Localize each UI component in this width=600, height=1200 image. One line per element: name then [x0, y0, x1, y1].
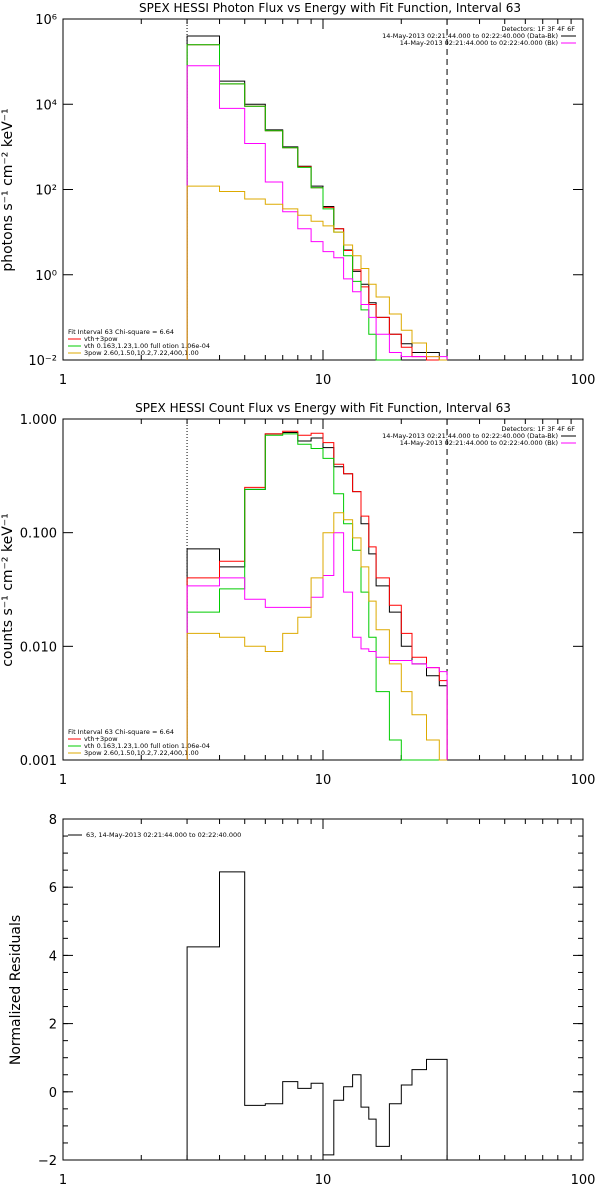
photon-fit-vth-label: vth 0.163,1.23,1.00 full otion 1.06e-04 — [84, 342, 210, 350]
count-x-tick-label: 10 — [315, 773, 332, 788]
photon-y-tick-label: 10⁶ — [35, 13, 57, 28]
photon-x-tick-label: 10 — [315, 373, 332, 388]
photon-series-4-step-line — [186, 185, 448, 361]
photon-series-1-step-line — [186, 44, 448, 361]
photon-series-0-step-line — [186, 35, 448, 361]
count-series-2-step-line — [186, 433, 448, 761]
photon-y-axis-label: photons s⁻¹ cm⁻² keV⁻¹ — [0, 108, 16, 271]
count-detectors-label: Detectors: 1F 3F 4F 6F — [501, 425, 575, 433]
photon-bk-legend-label: 14-May-2013 02:21:44.000 to 02:22:40.000… — [400, 39, 558, 47]
count-series-3-step-line — [186, 532, 448, 760]
count-fit-interval-text: Fit Interval 63 Chi-square = 6.64 — [68, 728, 174, 736]
count-fit-info: Fit Interval 63 Chi-square = 6.64 vth+3p… — [68, 728, 210, 757]
count-series-1-step-line — [186, 430, 448, 760]
residuals-x-tick-label: 1 — [59, 1173, 67, 1188]
photon-flux-panel: SPEX HESSI Photon Flux vs Energy with Fi… — [0, 1, 595, 388]
residuals-y-axis-label: Normalized Residuals — [8, 915, 24, 1065]
photon-y-tick-label: 10⁴ — [35, 98, 57, 113]
residuals-series-0-step-line — [186, 871, 448, 1160]
residuals-y-tick-label: 4 — [49, 949, 57, 964]
count-y-axis-label: counts s⁻¹ cm⁻² keV⁻¹ — [0, 513, 16, 667]
residuals-x-tick-label: 10 — [315, 1173, 332, 1188]
photon-fit-info: Fit Interval 63 Chi-square = 6.64 vth+3p… — [68, 328, 210, 357]
photon-x-tick-label: 1 — [59, 373, 67, 388]
residuals-y-tick-label: 2 — [49, 1018, 57, 1033]
photon-series-3-step-line — [186, 65, 448, 360]
count-y-tick-label: 0.010 — [20, 640, 57, 655]
photon-x-tick-label: 100 — [571, 373, 596, 388]
photon-fit-interval-text: Fit Interval 63 Chi-square = 6.64 — [68, 328, 174, 336]
photon-y-tick-label: 10⁻² — [28, 354, 57, 369]
count-x-tick-label: 100 — [571, 773, 596, 788]
count-legend-header: Detectors: 1F 3F 4F 6F 14-May-2013 02:21… — [382, 425, 575, 447]
residuals-panel: Normalized Residuals 63, 14-May-2013 02:… — [8, 813, 595, 1188]
residuals-legend-label: 63, 14-May-2013 02:21:44.000 to 02:22:40… — [86, 831, 241, 839]
count-chart-title: SPEX HESSI Count Flux vs Energy with Fit… — [135, 401, 511, 415]
count-data-legend-label: 14-May-2013 02:21:44.000 to 02:22:40.000… — [382, 432, 558, 440]
residuals-x-tick-label: 100 — [571, 1173, 596, 1188]
residuals-y-tick-label: 8 — [49, 813, 57, 828]
count-fit-3pow-label: 3pow 2.60,1.50,10.2,7.22,400,1.00 — [84, 749, 199, 757]
count-y-tick-label: 1.000 — [20, 413, 57, 428]
photon-y-tick-label: 10² — [35, 184, 57, 199]
count-x-tick-label: 1 — [59, 773, 67, 788]
photon-fit-3pow-label: 3pow 2.60,1.50,10.2,7.22,400,1.00 — [84, 349, 199, 357]
count-fit-vth-label: vth 0.163,1.23,1.00 full otion 1.06e-04 — [84, 742, 210, 750]
photon-data-legend-label: 14-May-2013 02:21:44.000 to 02:22:40.000… — [382, 32, 558, 40]
count-bk-legend-label: 14-May-2013 02:21:44.000 to 02:22:40.000… — [400, 439, 558, 447]
count-series-0-step-line — [186, 432, 448, 760]
count-y-tick-label: 0.100 — [20, 527, 57, 542]
count-flux-panel: SPEX HESSI Count Flux vs Energy with Fit… — [0, 401, 595, 788]
photon-legend-header: Detectors: 1F 3F 4F 6F 14-May-2013 02:21… — [382, 25, 575, 47]
photon-y-tick-label: 10⁰ — [35, 269, 57, 284]
photon-fit-model-label: vth+3pow — [84, 335, 118, 343]
residuals-y-tick-label: 0 — [49, 1086, 57, 1101]
count-y-tick-label: 0.001 — [20, 754, 57, 769]
residuals-y-tick-label: −2 — [38, 1154, 57, 1169]
photon-detectors-label: Detectors: 1F 3F 4F 6F — [501, 25, 575, 33]
count-series-4-step-line — [186, 512, 448, 761]
photon-chart-title: SPEX HESSI Photon Flux vs Energy with Fi… — [139, 1, 521, 15]
count-fit-model-label: vth+3pow — [84, 735, 118, 743]
residuals-y-tick-label: 6 — [49, 881, 57, 896]
